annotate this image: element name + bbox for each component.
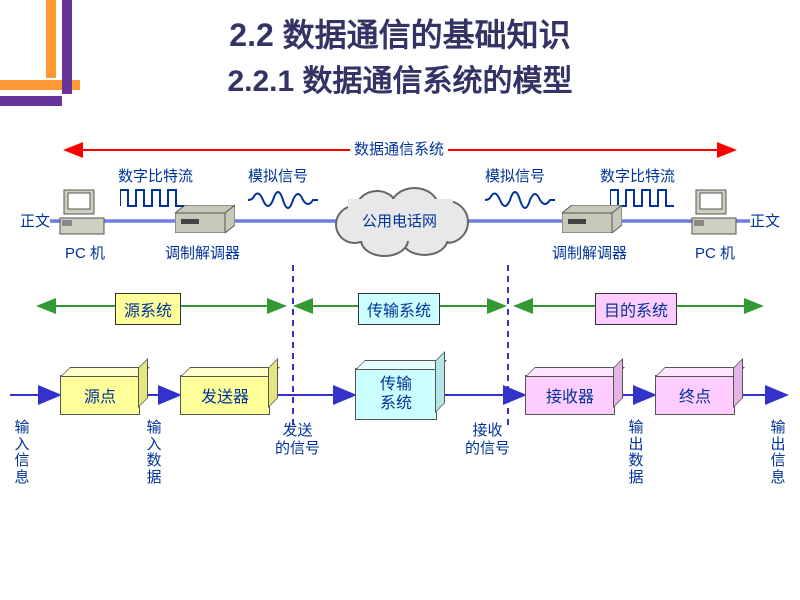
cloud-label: 公用电话网 — [362, 210, 437, 231]
dest-node: 终点 — [655, 375, 735, 415]
digital-right-label: 数字比特流 — [600, 165, 675, 186]
body-text-left: 正文 — [20, 210, 50, 231]
decor-bar — [0, 96, 62, 106]
pc-right-label: PC 机 — [695, 242, 735, 263]
dest-node-label: 终点 — [679, 383, 711, 407]
decor-bar — [46, 0, 56, 78]
modem-icon — [562, 205, 622, 233]
page-title: 2.2 数据通信的基础知识 — [0, 0, 800, 56]
in-info-label: 输入信息 — [14, 420, 30, 486]
sender-node-label: 发送器 — [201, 383, 249, 407]
modem-right-label: 调制解调器 — [552, 242, 627, 263]
in-data-label: 输入数据 — [146, 420, 162, 486]
diagram-canvas: 数据通信系统 数字比特流 模拟信号 模拟信号 数字比特流 正文 正文 PC 机 … — [0, 110, 800, 590]
pc-icon — [58, 188, 108, 238]
pc-left-label: PC 机 — [65, 242, 105, 263]
cloud-group: 公用电话网 — [330, 185, 470, 255]
recv-sig-label: 接收 的信号 — [465, 422, 510, 458]
page-subtitle: 2.2.1 数据通信系统的模型 — [0, 56, 800, 110]
modem-left-label: 调制解调器 — [165, 242, 240, 263]
analog-wave-icon — [485, 188, 555, 212]
trans-node: 传输 系统 — [355, 368, 437, 420]
out-info-label: 输出信息 — [770, 420, 786, 486]
source-node-label: 源点 — [84, 383, 116, 407]
body-text-right: 正文 — [750, 210, 780, 231]
system-span-label: 数据通信系统 — [350, 138, 448, 159]
modem-icon — [175, 205, 235, 233]
decor-bar — [62, 0, 72, 94]
receiver-node: 接收器 — [525, 375, 615, 415]
trans-node-label: 传输 系统 — [380, 375, 412, 413]
source-node: 源点 — [60, 375, 140, 415]
out-data-label: 输出数据 — [628, 420, 644, 486]
receiver-node-label: 接收器 — [546, 383, 594, 407]
pc-icon — [690, 188, 740, 238]
analog-right-label: 模拟信号 — [485, 165, 545, 186]
analog-left-label: 模拟信号 — [248, 165, 308, 186]
sender-node: 发送器 — [180, 375, 270, 415]
analog-wave-icon — [248, 188, 318, 212]
send-sig-label: 发送 的信号 — [275, 422, 320, 458]
digital-wave-icon — [120, 188, 190, 208]
digital-left-label: 数字比特流 — [118, 165, 193, 186]
